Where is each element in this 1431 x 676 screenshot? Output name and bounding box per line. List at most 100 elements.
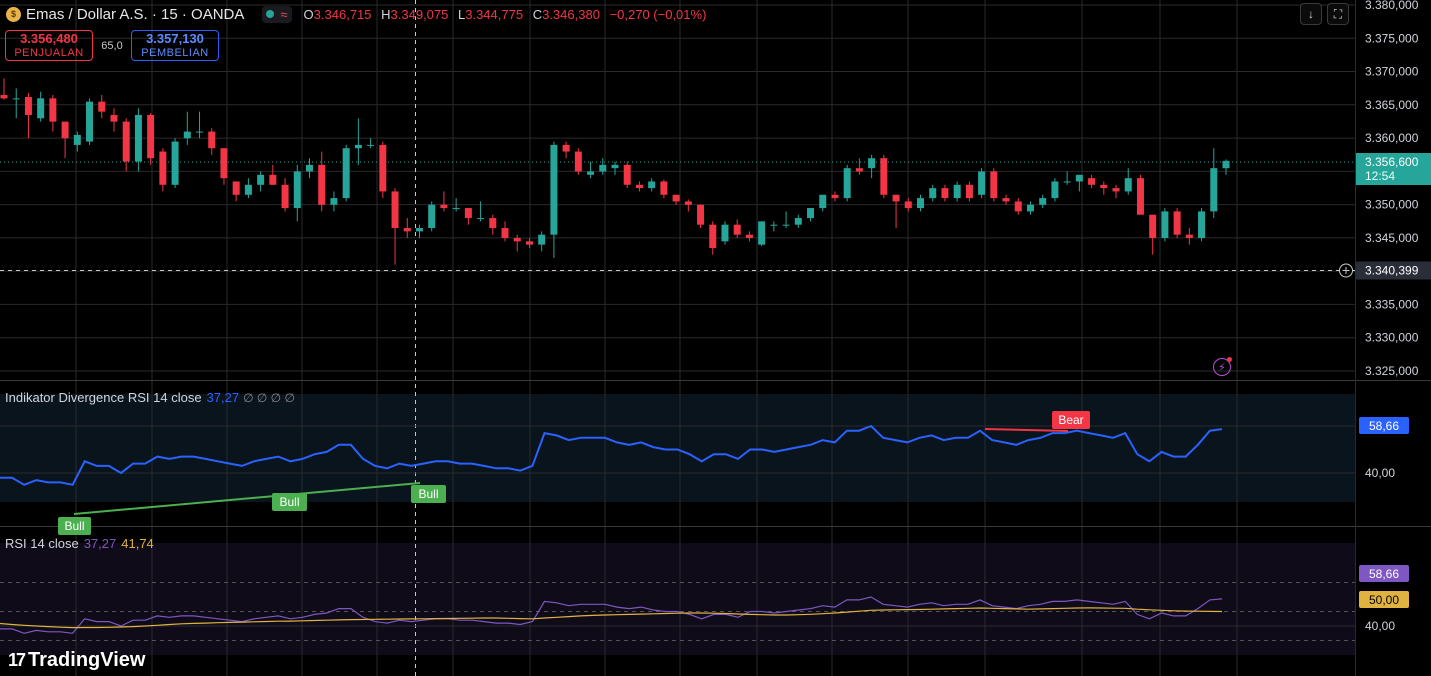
candle: [611, 164, 619, 169]
candle: [965, 184, 973, 199]
candle: [562, 144, 570, 152]
candle: [183, 131, 191, 139]
candle: [1124, 178, 1132, 192]
candle: [782, 224, 790, 226]
candle: [1136, 178, 1144, 215]
rsi-current-tag: [1359, 565, 1409, 582]
candle: [489, 218, 497, 229]
price-axis-label: 3.330,000: [1365, 331, 1419, 345]
candle: [525, 241, 533, 245]
candle: [868, 158, 876, 169]
candle: [953, 184, 961, 199]
candle: [709, 224, 717, 248]
candle: [513, 238, 521, 242]
symbol-title[interactable]: Emas / Dollar A.S. · 15 · OANDA: [26, 5, 245, 23]
top-right-controls: ↓ ⛶: [1300, 3, 1349, 25]
bull-label-bg: [411, 485, 446, 503]
candle: [306, 164, 313, 172]
candle: [684, 201, 692, 205]
price-change: −0,270 (−0,01%): [609, 6, 707, 22]
price-axis-label: 3.345,000: [1365, 231, 1419, 245]
data-wave-icon: ≈: [280, 6, 288, 22]
candle: [1063, 181, 1071, 183]
alert-bolt-icon[interactable]: ⚡: [1213, 358, 1231, 376]
candle: [269, 174, 277, 185]
candle: [745, 234, 753, 238]
candle: [599, 164, 607, 172]
candle: [122, 121, 130, 162]
trade-panel: 3.356,480 PENJUALAN 65,0 3.357,130 PEMBE…: [5, 30, 219, 61]
candle: [574, 151, 582, 172]
candle: [171, 141, 179, 185]
candle: [892, 194, 900, 202]
candle: [220, 148, 228, 179]
candle: [1112, 188, 1120, 192]
candle: [159, 151, 167, 185]
candle: [354, 144, 362, 149]
rsi-axis-label: 40,00: [1365, 619, 1395, 633]
rsi-div-current-tag: [1359, 417, 1409, 434]
candle: [1198, 211, 1206, 238]
tradingview-logo: 17 TradingView: [8, 649, 146, 671]
price-axis-label: 3.360,000: [1365, 131, 1419, 145]
candle: [1002, 198, 1010, 202]
candle: [819, 194, 827, 209]
candle: [257, 174, 265, 185]
status-icons[interactable]: ≈: [262, 5, 292, 23]
tradingview-mark-icon: 17: [8, 650, 26, 670]
candle: [1173, 211, 1181, 235]
sell-button[interactable]: 3.356,480 PENJUALAN: [5, 30, 93, 61]
price-axis-label: 3.325,000: [1365, 364, 1419, 378]
rsi-divergence-legend[interactable]: Indikator Divergence RSI 14 close 37,27 ∅ …: [5, 390, 295, 405]
candle: [672, 194, 680, 202]
rsi-legend[interactable]: RSI 14 close 37,27 41,74: [5, 536, 154, 551]
bull-label: Bull: [64, 519, 84, 533]
bear-label-bg: [1052, 411, 1090, 429]
candle: [428, 204, 436, 229]
candle: [1075, 174, 1083, 182]
candle: [1149, 214, 1157, 238]
buy-button[interactable]: 3.357,130 PEMBELIAN: [131, 30, 219, 61]
candle: [917, 198, 924, 209]
countdown-label: 12:54: [1365, 169, 1395, 183]
bull-divergence-line: [73, 482, 421, 515]
candle: [403, 228, 411, 232]
candle: [1100, 184, 1108, 189]
candle: [37, 98, 45, 119]
candle: [61, 121, 69, 139]
candle: [929, 188, 937, 199]
rsi-ma-current-tag: [1359, 591, 1409, 608]
gold-coin-icon: $: [6, 6, 21, 22]
candle: [721, 224, 729, 242]
candle: [1161, 211, 1169, 238]
fullscreen-icon[interactable]: ⛶: [1327, 3, 1349, 25]
candle: [367, 144, 375, 146]
bear-divergence-line: [984, 428, 1069, 432]
candle: [1026, 204, 1034, 212]
candle: [1039, 198, 1047, 205]
candle: [843, 168, 851, 199]
candle: [293, 171, 301, 209]
price-axis-label: 3.365,000: [1365, 98, 1419, 112]
candle: [1185, 234, 1193, 238]
candle: [990, 171, 998, 199]
bear-label: Bear: [1058, 413, 1083, 427]
last-price-label: 3.356,600: [1365, 155, 1419, 169]
candle: [49, 98, 57, 122]
spread-value: 65,0: [101, 39, 123, 52]
candle: [12, 98, 20, 100]
rsi-line: [0, 596, 1223, 634]
candle: [98, 101, 106, 112]
candle: [281, 184, 289, 209]
price-axis-label: 3.370,000: [1365, 65, 1419, 79]
candle: [477, 218, 485, 220]
symbol-header: $ Emas / Dollar A.S. · 15 · OANDA ≈ O3.3…: [6, 4, 712, 24]
rsi-ma-line: [0, 607, 1223, 629]
candle: [978, 171, 986, 195]
candle: [196, 131, 204, 133]
candle: [147, 114, 155, 159]
download-icon[interactable]: ↓: [1300, 3, 1322, 25]
candle: [770, 224, 778, 226]
candle: [342, 148, 350, 199]
